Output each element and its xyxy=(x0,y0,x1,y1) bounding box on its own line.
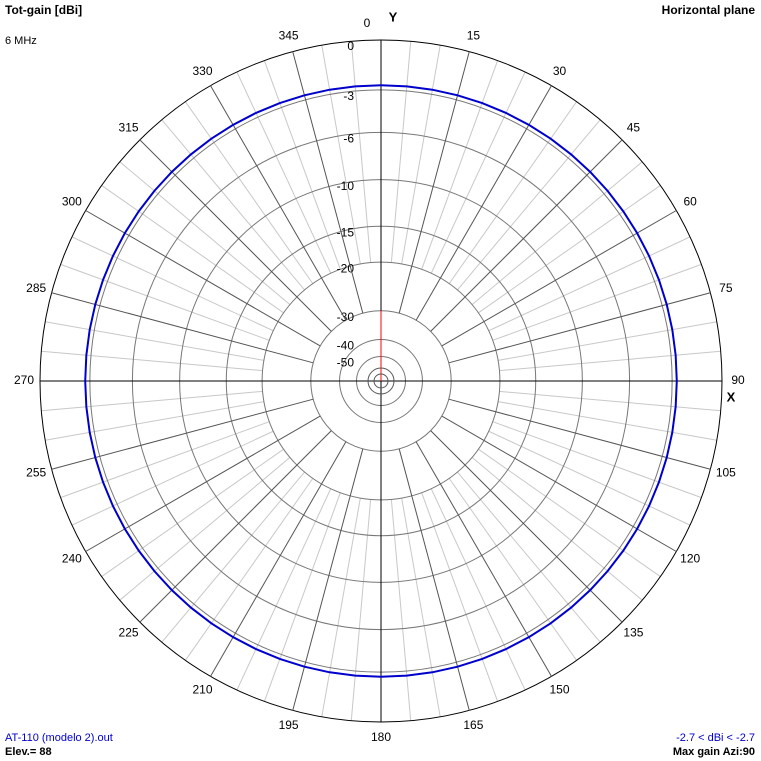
elevation: Elev.= 88 xyxy=(5,746,52,758)
minor-spoke xyxy=(390,499,412,721)
radial-tick-label: -50 xyxy=(337,356,355,370)
minor-spoke xyxy=(185,478,314,661)
angle-tick-label: 105 xyxy=(716,466,736,480)
minor-spoke xyxy=(390,41,412,263)
radial-tick-label: -40 xyxy=(337,339,355,353)
y-axis-label: Y xyxy=(389,9,398,24)
file-name: AT-110 (modelo 2).out xyxy=(5,732,113,744)
minor-spoke xyxy=(45,401,264,441)
minor-spoke xyxy=(236,488,332,691)
angle-tick-label: 195 xyxy=(279,718,299,732)
gain-range: -2.7 < dBi < -2.7 xyxy=(676,732,755,744)
minor-spoke xyxy=(448,101,577,284)
minor-spoke xyxy=(430,71,526,274)
x-axis-label: X xyxy=(727,389,736,404)
angle-tick-label: 165 xyxy=(463,718,483,732)
gain-pattern xyxy=(84,84,678,678)
angle-tick-label: 90 xyxy=(731,373,745,387)
minor-spoke xyxy=(101,185,284,314)
minor-spoke xyxy=(161,471,305,643)
angle-tick-label: 255 xyxy=(26,466,46,480)
center-ring xyxy=(373,373,389,389)
center-ring xyxy=(367,367,395,395)
minor-spoke xyxy=(492,263,702,341)
angle-tick-label: 225 xyxy=(119,626,139,640)
angle-tick-label: 240 xyxy=(62,552,82,566)
minor-spoke xyxy=(263,60,341,270)
angle-tick-label: 60 xyxy=(683,195,697,209)
radial-tick-label: 0 xyxy=(347,39,354,53)
minor-spoke xyxy=(263,492,341,702)
minor-spoke xyxy=(321,498,361,717)
angle-tick-label: 150 xyxy=(549,682,569,696)
angle-tick-label: 0 xyxy=(364,16,371,30)
minor-spoke xyxy=(478,448,661,577)
minor-spoke xyxy=(119,457,291,601)
minor-spoke xyxy=(430,488,526,691)
minor-spoke xyxy=(350,41,372,263)
angle-tick-label: 120 xyxy=(680,552,700,566)
angle-tick-label: 330 xyxy=(192,64,212,78)
minor-spoke xyxy=(498,321,717,361)
angle-tick-label: 285 xyxy=(26,281,46,295)
max-gain: Max gain Azi:90 xyxy=(673,746,755,758)
minor-spoke xyxy=(478,185,661,314)
minor-spoke xyxy=(45,321,264,361)
minor-spoke xyxy=(488,236,691,332)
minor-spoke xyxy=(161,119,305,291)
minor-spoke xyxy=(101,448,284,577)
radial-tick-label: -15 xyxy=(337,225,355,239)
minor-spoke xyxy=(492,421,702,499)
angle-tick-label: 270 xyxy=(14,373,34,387)
minor-spoke xyxy=(60,421,270,499)
radial-tick-label: -3 xyxy=(343,89,354,103)
minor-spoke xyxy=(119,161,291,305)
angle-tick-label: 30 xyxy=(553,64,567,78)
minor-spoke xyxy=(41,350,263,372)
minor-spoke xyxy=(488,430,691,526)
minor-spoke xyxy=(471,457,643,601)
minor-spoke xyxy=(71,430,274,526)
angle-tick-label: 180 xyxy=(371,730,391,744)
minor-spoke xyxy=(321,45,361,264)
minor-spoke xyxy=(499,390,721,412)
minor-spoke xyxy=(236,71,332,274)
plot-area: 0-3-6-10-15-20-30-40-5001530456075901051… xyxy=(14,16,745,744)
angle-tick-label: 300 xyxy=(62,195,82,209)
minor-spoke xyxy=(498,401,717,441)
angle-tick-label: 45 xyxy=(627,121,641,135)
angle-tick-label: 15 xyxy=(467,28,481,42)
minor-spoke xyxy=(457,119,601,291)
minor-spoke xyxy=(41,390,263,412)
minor-spoke xyxy=(448,478,577,661)
angle-tick-label: 135 xyxy=(623,626,643,640)
minor-spoke xyxy=(401,45,441,264)
minor-spoke xyxy=(471,161,643,305)
minor-spoke xyxy=(499,350,721,372)
angle-tick-label: 75 xyxy=(719,281,733,295)
radial-tick-label: -30 xyxy=(337,310,355,324)
minor-spoke xyxy=(350,499,372,721)
angle-tick-label: 210 xyxy=(192,682,212,696)
minor-spoke xyxy=(457,471,601,643)
minor-spoke xyxy=(421,492,499,702)
radial-tick-label: -10 xyxy=(337,179,355,193)
chart-title: Tot-gain [dBi] xyxy=(5,3,82,17)
radial-tick-label: -6 xyxy=(343,132,354,146)
plane-label: Horizontal plane xyxy=(662,3,756,17)
angle-tick-label: 315 xyxy=(119,121,139,135)
minor-spoke xyxy=(60,263,270,341)
minor-spoke xyxy=(401,498,441,717)
angle-tick-label: 345 xyxy=(279,28,299,42)
frequency: 6 MHz xyxy=(5,35,37,47)
minor-spoke xyxy=(185,101,314,284)
minor-spoke xyxy=(71,236,274,332)
minor-spoke xyxy=(421,60,499,270)
